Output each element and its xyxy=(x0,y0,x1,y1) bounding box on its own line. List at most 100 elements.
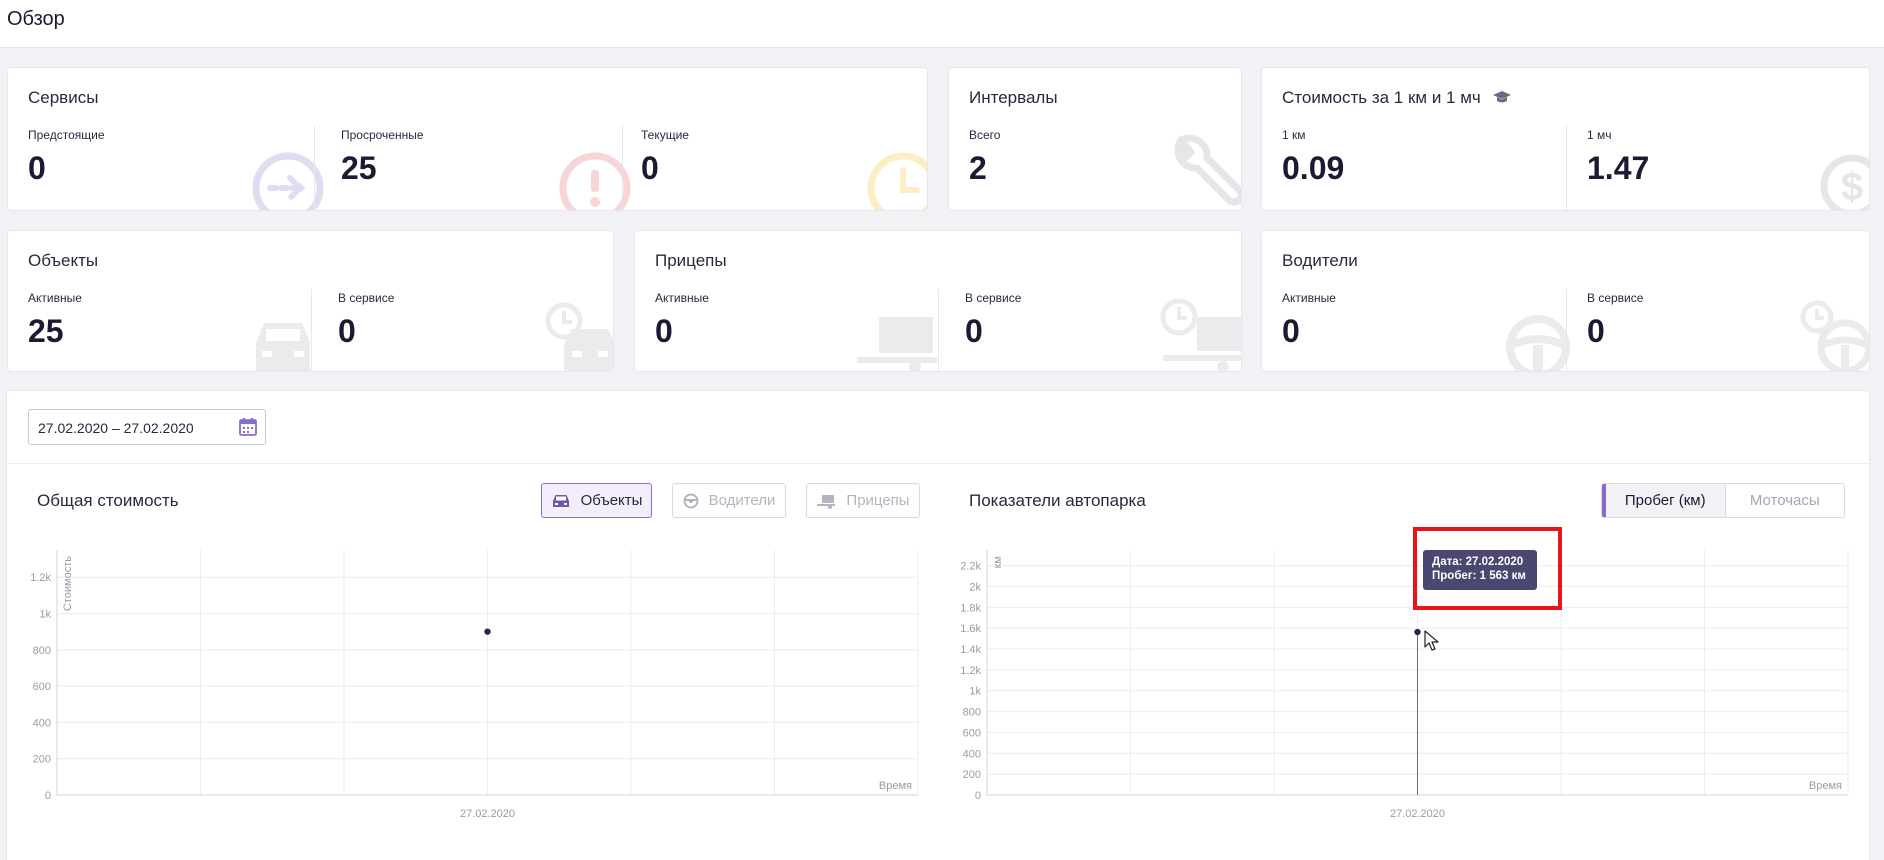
metric-label: Активные xyxy=(655,291,709,305)
divider xyxy=(7,463,1869,464)
analytics-panel: 27.02.2020 – 27.02.2020 Общая стоимость … xyxy=(6,390,1870,860)
total-cost-title: Общая стоимость xyxy=(37,491,179,510)
intervals-card: Интервалы Всего 2 xyxy=(948,67,1242,211)
y-tick-label: 1.8k xyxy=(960,602,981,614)
tooltip-mileage: Пробег: 1 563 км xyxy=(1432,570,1526,582)
car-icon xyxy=(552,494,569,507)
top-bar: Обзор xyxy=(0,0,1884,48)
engine-hours-toggle[interactable]: Моточасы xyxy=(1725,484,1844,517)
drivers-title: Водители xyxy=(1282,251,1358,270)
steering-wheel-clock-icon xyxy=(1800,300,1869,371)
metric-overdue[interactable]: Просроченные 25 xyxy=(315,68,631,210)
y-tick-label: 1.2k xyxy=(960,665,981,677)
metric-current[interactable]: Текущие 0 xyxy=(623,68,927,210)
objects-filter-button[interactable]: Объекты xyxy=(541,483,652,518)
page-title: Обзор xyxy=(7,8,65,30)
trailers-title: Прицепы xyxy=(655,251,727,270)
metric-trailers-active[interactable]: Активные 0 xyxy=(635,231,938,371)
wrench-icon xyxy=(1174,134,1241,206)
trailers-filter-label: Прицепы xyxy=(846,492,910,509)
metric-drivers-service[interactable]: В сервисе 0 xyxy=(1567,231,1869,371)
y-tick-label: 600 xyxy=(963,727,981,739)
metric-label: 1 мч xyxy=(1587,128,1612,142)
cost-title: Стоимость за 1 км и 1 мч xyxy=(1282,88,1512,108)
metric-objects-active[interactable]: Активные 25 xyxy=(8,231,311,371)
metric-objects-service[interactable]: В сервисе 0 xyxy=(312,231,613,371)
metric-label: Всего xyxy=(969,128,1001,142)
dollar-circle-icon: $ xyxy=(1820,154,1869,210)
y-tick-label: 800 xyxy=(33,645,51,657)
y-axis-label: Стоимость xyxy=(62,556,74,611)
data-point xyxy=(484,628,491,635)
intervals-title: Интервалы xyxy=(969,88,1058,107)
cost-title-text: Стоимость за 1 км и 1 мч xyxy=(1282,88,1481,107)
fleet-mileage-chart[interactable]: 0 200 400 600 800 1k 1.2k 1.4k 1.6k 1.8k 2k 2.2k км В… xyxy=(930,540,1860,840)
total-cost-chart[interactable]: 0 200 400 600 800 1k 1.2k Стоимость Время 27.02.2… xyxy=(0,540,930,840)
y-tick-label: 400 xyxy=(33,717,51,729)
trailers-filter-button[interactable]: Прицепы xyxy=(806,483,920,518)
metric-value: 25 xyxy=(341,150,377,186)
metric-label: Текущие xyxy=(641,128,689,142)
y-tick-label: 200 xyxy=(33,754,51,766)
separator xyxy=(1566,289,1567,371)
y-tick-label: 800 xyxy=(963,707,981,719)
metric-value: 1.47 xyxy=(1587,150,1650,186)
services-card: Сервисы Предстоящие 0 Просроченные 25 Те… xyxy=(7,67,928,211)
y-tick-label: 1k xyxy=(969,686,981,698)
chart-tooltip: Дата: 27.02.2020 Пробег: 1 563 км xyxy=(1423,550,1537,590)
metric-value: 0 xyxy=(641,150,659,186)
y-tick-label: 0 xyxy=(975,790,981,802)
drivers-filter-label: Водители xyxy=(708,492,776,509)
metric-trailers-service[interactable]: В сервисе 0 xyxy=(939,231,1241,371)
metric-label: Просроченные xyxy=(341,128,424,142)
graduation-cap-icon[interactable] xyxy=(1492,90,1512,104)
highlight-box xyxy=(1413,527,1562,610)
metric-per-hour[interactable]: 1 мч 1.47 xyxy=(1567,68,1869,210)
metric-label: 1 км xyxy=(1282,128,1306,142)
metric-label: В сервисе xyxy=(338,291,395,305)
metric-value: 0 xyxy=(655,313,673,349)
separator xyxy=(311,289,312,371)
steering-wheel-icon xyxy=(1506,315,1570,371)
date-range-picker[interactable]: 27.02.2020 – 27.02.2020 xyxy=(28,409,266,445)
y-tick-label: 2k xyxy=(969,581,981,593)
separator xyxy=(1566,126,1567,210)
metric-label: В сервисе xyxy=(965,291,1022,305)
metric-value: 0 xyxy=(1587,313,1605,349)
separator xyxy=(314,126,315,210)
calendar-icon[interactable] xyxy=(238,417,258,437)
y-tick-label: 0 xyxy=(45,790,51,802)
data-point xyxy=(1414,628,1421,636)
metric-value: 0 xyxy=(338,313,356,349)
metric-value: 0.09 xyxy=(1282,150,1345,186)
y-tick-label: 200 xyxy=(963,769,981,781)
car-icon xyxy=(256,323,310,371)
trailer-clock-icon xyxy=(1160,298,1241,371)
drivers-filter-button[interactable]: Водители xyxy=(672,483,786,518)
metric-label: Активные xyxy=(28,291,82,305)
trailers-card: Прицепы Активные 0 В сервисе 0 xyxy=(634,230,1242,372)
metric-value: 0 xyxy=(1282,313,1300,349)
metric-total[interactable]: Всего 2 xyxy=(949,68,1241,210)
mouse-cursor-icon xyxy=(1424,630,1439,651)
mileage-toggle[interactable]: Пробег (км) xyxy=(1602,484,1726,517)
x-axis-label: Время xyxy=(1809,780,1842,792)
separator xyxy=(938,289,939,371)
metric-upcoming[interactable]: Предстоящие 0 xyxy=(8,68,324,210)
y-tick-label: 1k xyxy=(39,609,51,621)
metric-drivers-active[interactable]: Активные 0 xyxy=(1262,231,1570,371)
objects-filter-label: Объекты xyxy=(580,492,643,509)
steering-wheel-icon xyxy=(683,493,699,508)
separator xyxy=(622,126,623,210)
y-tick-label: 1.6k xyxy=(960,623,981,635)
trailer-icon xyxy=(817,494,836,509)
metric-value: 0 xyxy=(965,313,983,349)
y-tick-label: 1.2k xyxy=(30,572,51,584)
metric-per-km[interactable]: 1 км 0.09 xyxy=(1262,68,1566,210)
drivers-card: Водители Активные 0 В сервисе 0 xyxy=(1261,230,1870,372)
y-tick-label: 600 xyxy=(33,681,51,693)
metric-label: Активные xyxy=(1282,291,1336,305)
objects-card: Объекты Активные 25 В сервисе 0 xyxy=(7,230,614,372)
fleet-title: Показатели автопарка xyxy=(969,491,1146,510)
y-axis-label: км xyxy=(992,556,1004,568)
